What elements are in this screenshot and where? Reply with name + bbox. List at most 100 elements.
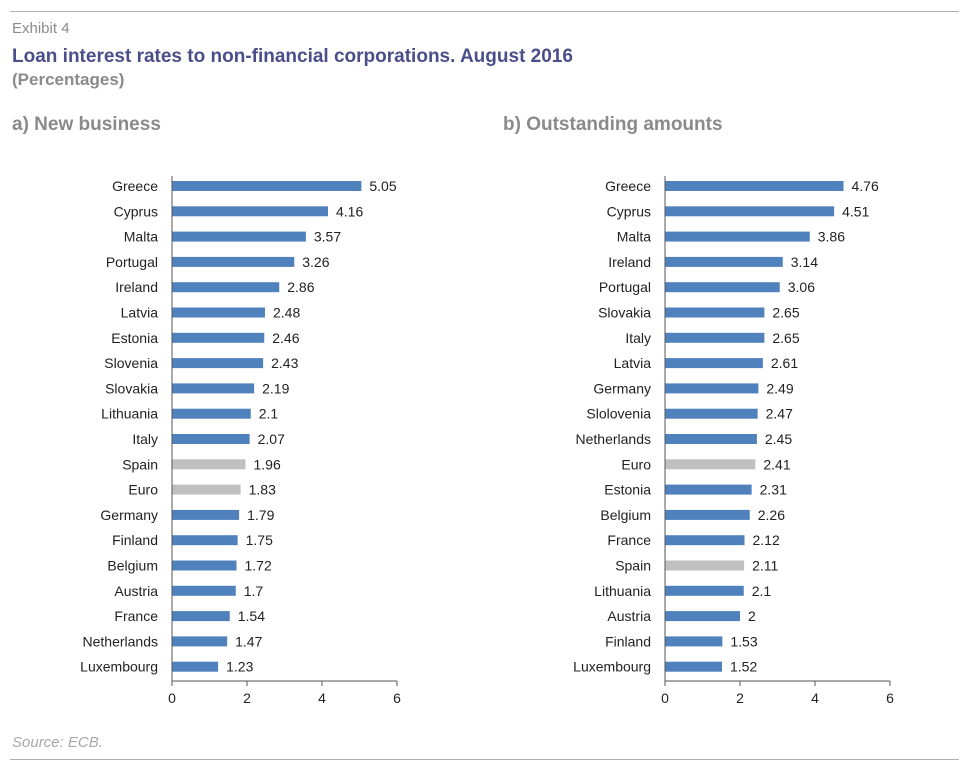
category-label: Spain (615, 558, 651, 574)
category-label: Belgium (107, 558, 158, 574)
data-bar (665, 434, 757, 444)
value-label: 2.65 (772, 330, 799, 346)
category-label: Euro (621, 456, 651, 472)
category-label: Estonia (111, 330, 158, 346)
panel-a-title: a) New business (12, 114, 161, 135)
value-label: 3.86 (818, 229, 845, 245)
value-label: 2.12 (753, 532, 780, 548)
data-bar (172, 408, 251, 419)
value-label: 3.06 (788, 279, 815, 295)
category-label: Austria (607, 608, 651, 624)
value-label: 2.43 (271, 355, 298, 371)
category-label: Greece (605, 178, 651, 194)
data-bar (172, 636, 228, 647)
value-label: 2.48 (273, 305, 300, 321)
x-tick-label: 4 (811, 690, 819, 706)
value-label: 2.86 (287, 279, 314, 295)
category-label: Slovenia (104, 355, 158, 371)
category-label: Ireland (115, 279, 158, 295)
highlight-bar (665, 560, 745, 571)
value-label: 1.83 (249, 482, 276, 498)
category-label: Italy (132, 431, 158, 447)
value-label: 2 (748, 608, 756, 624)
data-bar (665, 256, 783, 267)
highlight-bar (172, 459, 246, 470)
bottom-rule (10, 759, 959, 760)
x-tick-label: 2 (243, 690, 251, 706)
category-label: Germany (593, 380, 651, 396)
value-label: 2.31 (760, 482, 787, 498)
category-label: Italy (625, 330, 651, 346)
data-bar (665, 636, 723, 647)
value-label: 1.53 (730, 633, 757, 649)
data-bar (665, 408, 758, 419)
category-label: Ireland (608, 254, 651, 270)
x-tick-label: 0 (661, 690, 669, 706)
category-label: Luxembourg (80, 659, 158, 675)
data-bar (172, 332, 265, 343)
value-label: 2.61 (771, 355, 798, 371)
value-label: 2.1 (259, 406, 279, 422)
value-label: 2.26 (758, 507, 785, 523)
data-bar (172, 206, 328, 217)
data-bar (665, 611, 740, 622)
category-label: Slovakia (105, 380, 158, 396)
value-label: 5.05 (369, 178, 396, 194)
data-bar (172, 256, 295, 267)
data-bar (172, 535, 238, 546)
value-label: 1.96 (254, 456, 281, 472)
data-bar (665, 484, 752, 495)
value-label: 1.79 (247, 507, 274, 523)
x-tick-label: 6 (393, 690, 401, 706)
value-label: 2.11 (752, 558, 778, 574)
outstanding-amounts-chart: Greece 4.76 Cyprus 4.51 Malta 3.86 Ireland 3.14… (573, 176, 894, 706)
data-bar (172, 560, 237, 571)
value-label: 1.72 (245, 558, 272, 574)
data-bar (665, 282, 780, 293)
value-label: 4.51 (842, 203, 869, 219)
value-label: 3.57 (314, 229, 341, 245)
category-label: Lithuania (594, 583, 651, 599)
data-bar (172, 383, 255, 394)
value-label: 2.45 (765, 431, 792, 447)
data-bar (665, 231, 810, 242)
data-bar (665, 181, 844, 191)
x-tick-label: 2 (736, 690, 744, 706)
value-label: 1.7 (244, 583, 264, 599)
value-label: 2.41 (763, 456, 790, 472)
value-label: 4.76 (852, 178, 879, 194)
category-label: Finland (605, 633, 651, 649)
value-label: 2.49 (766, 380, 793, 396)
data-bar (665, 307, 765, 318)
category-label: Estonia (604, 482, 651, 498)
category-label: Lithuania (101, 406, 158, 422)
panel-b-title: b) Outstanding amounts (503, 114, 723, 135)
data-bar (172, 231, 306, 242)
category-label: Euro (128, 482, 158, 498)
value-label: 2.07 (258, 431, 285, 447)
category-label: Slolovenia (586, 406, 651, 422)
category-label: Portugal (106, 254, 158, 270)
exhibit-label: Exhibit 4 (12, 20, 70, 37)
x-tick-label: 4 (318, 690, 326, 706)
chart-subtitle: (Percentages) (12, 70, 125, 89)
highlight-bar (665, 459, 756, 470)
data-bar (172, 585, 236, 596)
data-bar (172, 307, 265, 318)
data-bar (665, 358, 763, 369)
data-bar (665, 585, 744, 596)
data-bar (665, 535, 745, 546)
value-label: 1.52 (730, 659, 757, 675)
value-label: 2.46 (272, 330, 299, 346)
data-bar (665, 206, 835, 217)
category-label: Latvia (121, 305, 159, 321)
category-label: Cyprus (607, 203, 651, 219)
value-label: 2.1 (752, 583, 772, 599)
data-bar (172, 611, 230, 622)
category-label: Malta (124, 229, 158, 245)
new-business-chart: Greece 5.05 Cyprus 4.16 Malta 3.57 Portugal 3.2… (80, 176, 401, 706)
x-tick-label: 6 (886, 690, 894, 706)
value-label: 2.19 (262, 380, 289, 396)
category-label: Portugal (599, 279, 651, 295)
value-label: 2.65 (772, 305, 799, 321)
